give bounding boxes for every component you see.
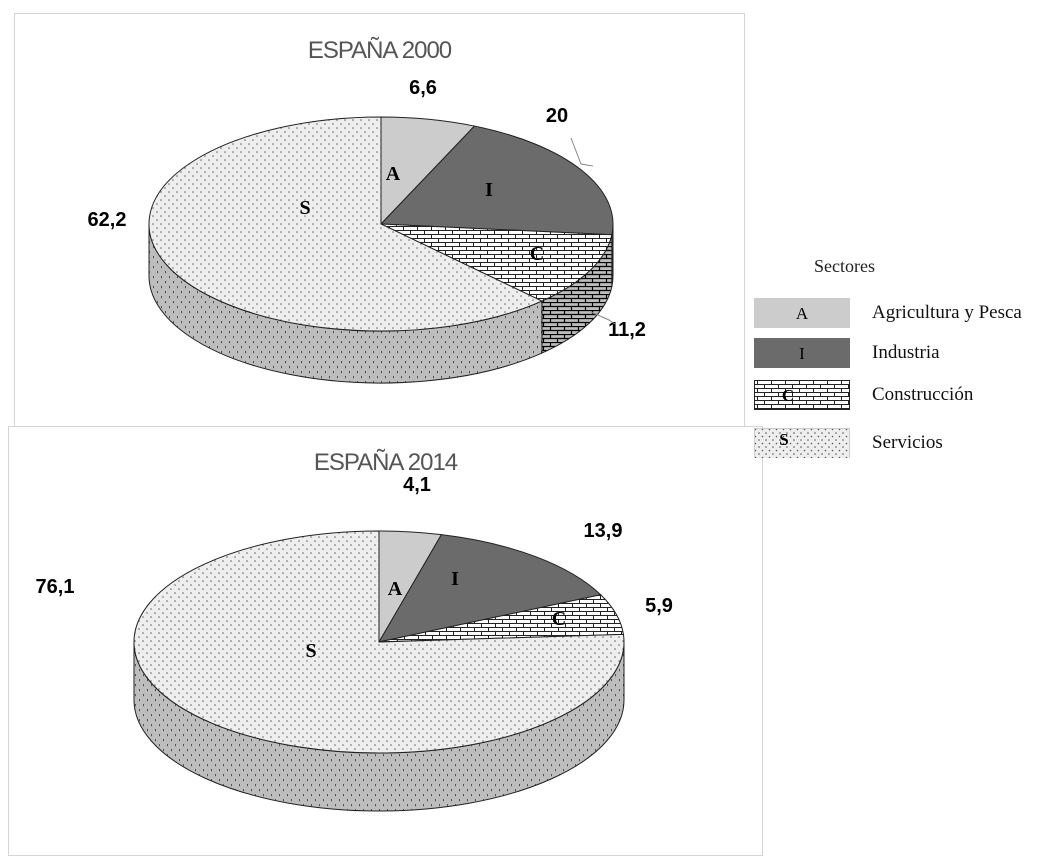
legend-key: A [796, 304, 809, 323]
legend-item-agricultura: A Agricultura y Pesca [754, 298, 1063, 328]
chart-panel-2000: ESPAÑA 2000 A 6,6 I 20 C 11,2 S 62,2 [14, 13, 745, 431]
value-label-servicios: 62,2 [88, 209, 127, 231]
leader-line [590, 311, 616, 325]
pie-chart-2014: A 4,1 I 13,9 C 5,9 S 76,1 [36, 474, 673, 812]
legend-key: S [779, 430, 788, 449]
chart-panel-2014: ESPAÑA 2014 A 4,1 I 13,9 C 5,9 S 76,1 [8, 426, 763, 856]
legend-swatch: A [754, 298, 850, 328]
slice-label-agricultura: A [386, 163, 401, 185]
value-label-construccion: 11,2 [608, 319, 646, 341]
value-label-industria: 20 [546, 105, 568, 127]
value-label-agricultura: 4,1 [403, 474, 431, 496]
legend-title: Sectores [814, 256, 875, 276]
value-label-agricultura: 6,6 [409, 77, 437, 99]
pie-slice-construccion [380, 223, 613, 302]
slice-label-servicios: S [305, 640, 316, 662]
legend: Sectores A Agricultura y Pesca I Industr… [748, 250, 1063, 480]
value-label-servicios: 76,1 [36, 576, 75, 598]
legend-item-servicios: S Servicios [754, 428, 1063, 458]
value-label-industria: 13,9 [584, 520, 623, 542]
legend-label: Industria [872, 342, 940, 363]
legend-swatch: I [754, 338, 850, 368]
slice-label-construccion: C [552, 608, 566, 630]
value-label-construccion: 5,9 [645, 595, 673, 617]
slice-label-industria: I [485, 179, 493, 201]
slice-label-agricultura: A [388, 578, 403, 600]
pie-slice-industria [379, 125, 614, 236]
slice-label-industria: I [451, 568, 459, 590]
legend-label: Construcción [872, 384, 974, 405]
legend-swatch: S [754, 428, 850, 458]
legend-key: I [799, 344, 805, 363]
pie-slice-servicios [148, 116, 544, 332]
legend-swatch: C [754, 380, 850, 410]
legend-label: Agricultura y Pesca [872, 302, 1022, 323]
slice-label-servicios: S [299, 197, 310, 219]
chart-title: ESPAÑA 2014 [313, 449, 458, 476]
legend-item-construccion: C Construcción [754, 380, 1063, 410]
slice-label-construccion: C [530, 243, 544, 265]
legend-label: Servicios [872, 432, 943, 453]
leader-line [570, 137, 594, 167]
legend-item-industria: I Industria [754, 338, 1063, 368]
chart-title: ESPAÑA 2000 [307, 37, 452, 64]
pie-chart-2000: A 6,6 I 20 C 11,2 S 62,2 [88, 77, 646, 384]
pie-slice-servicios [133, 530, 625, 754]
legend-key: C [782, 386, 794, 405]
pie-slice-industria [378, 534, 602, 643]
